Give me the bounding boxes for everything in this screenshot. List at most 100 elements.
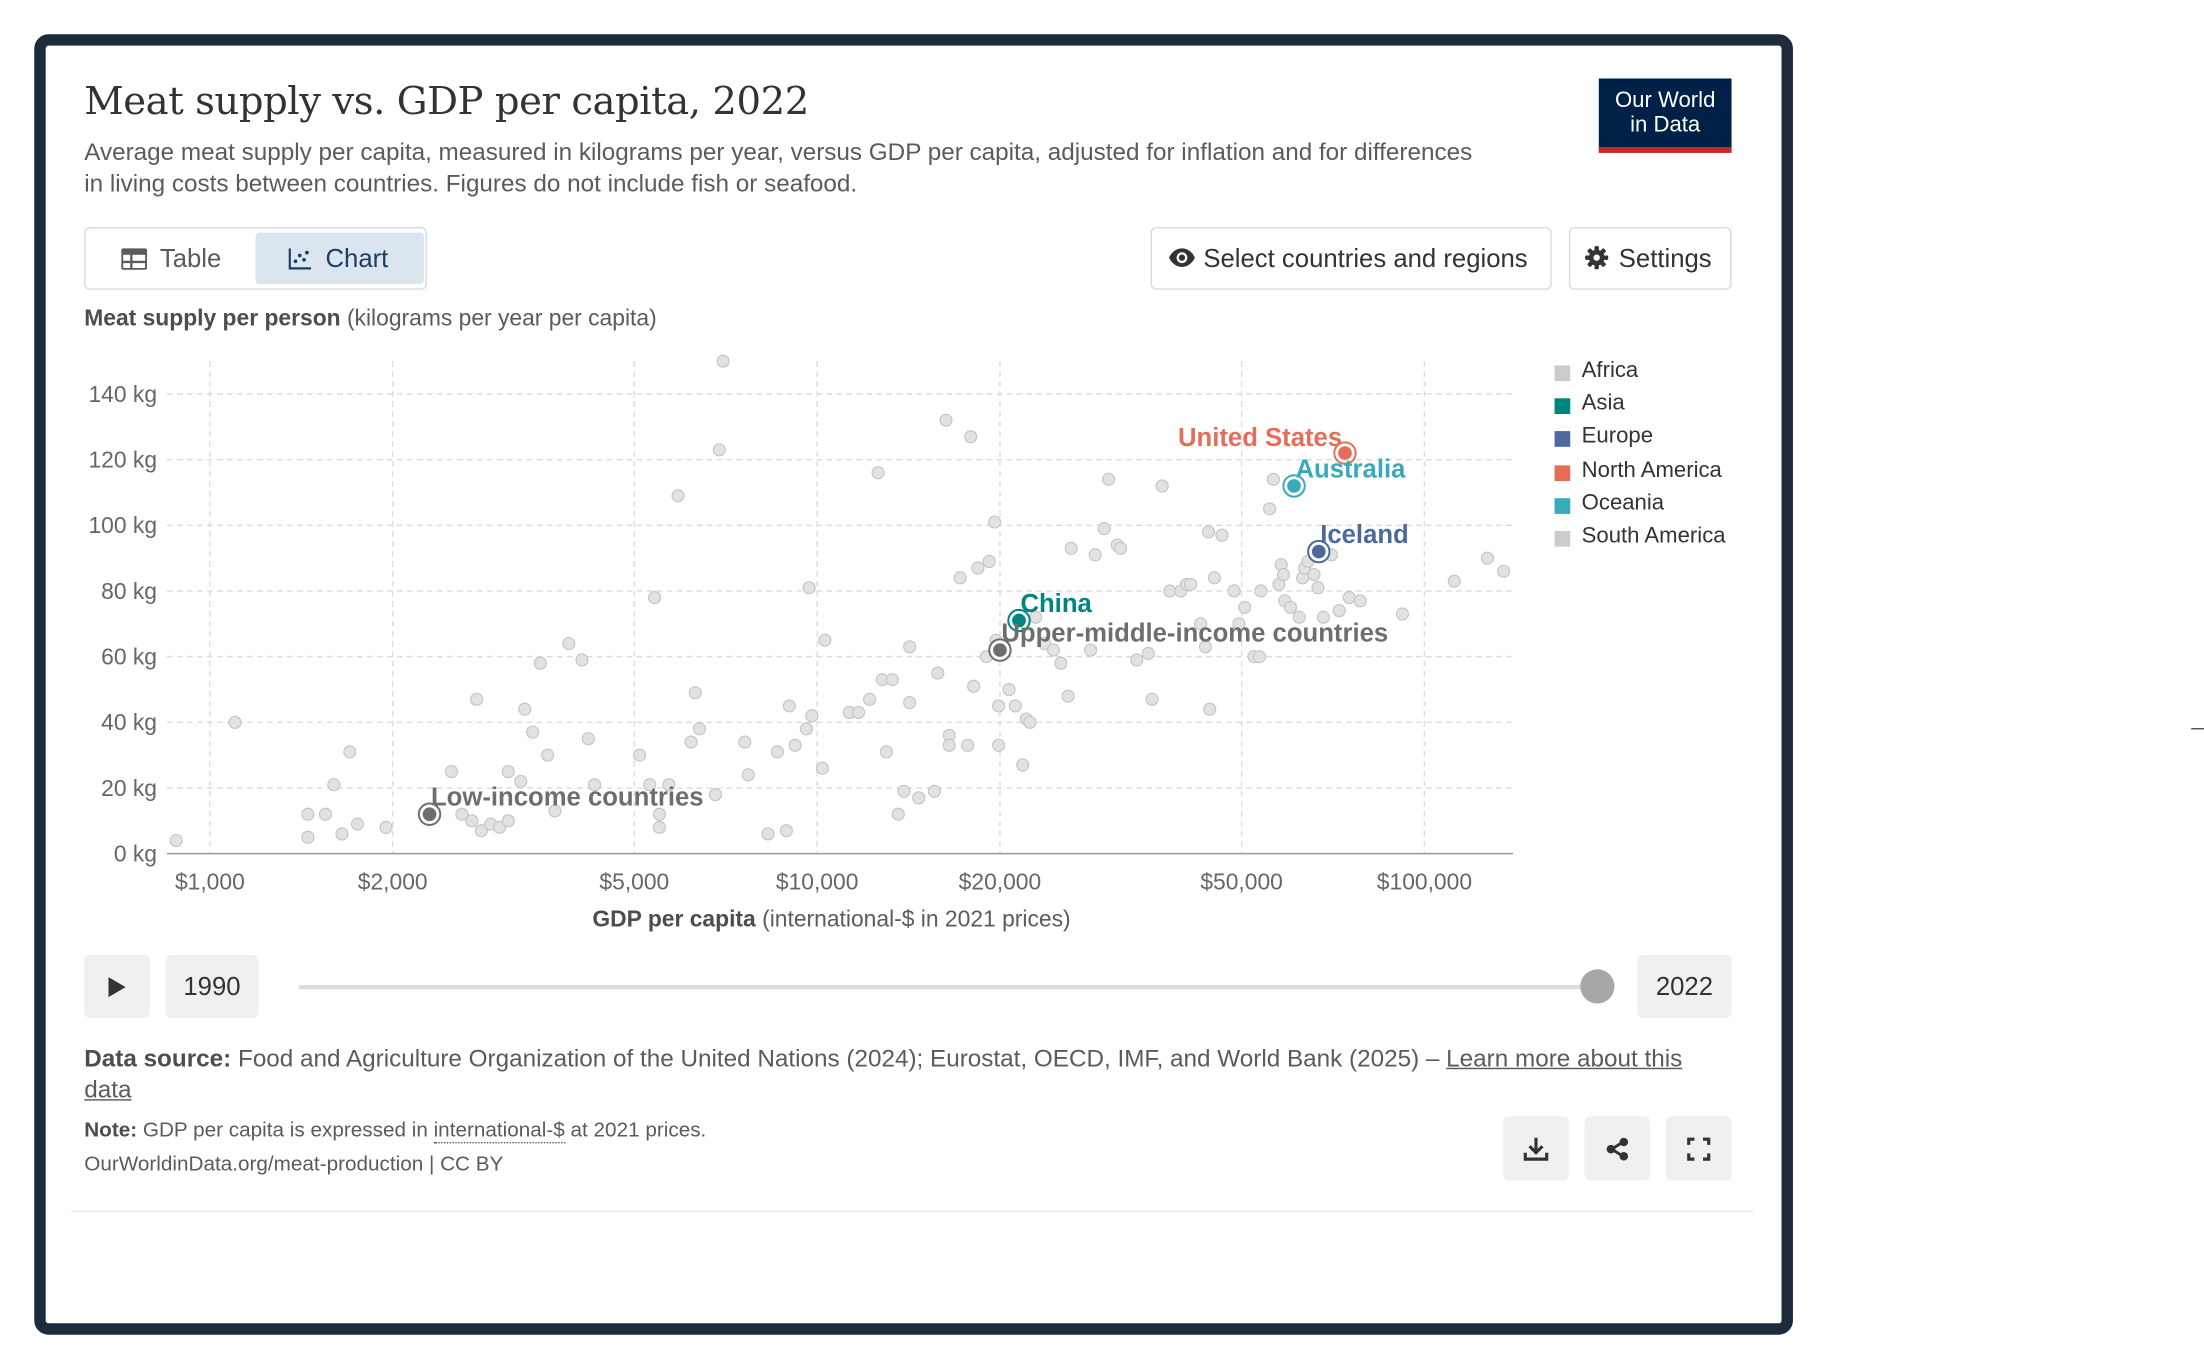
data-point[interactable] bbox=[302, 831, 314, 843]
data-point[interactable] bbox=[502, 766, 514, 778]
data-point[interactable] bbox=[229, 716, 241, 728]
timeline-end-year[interactable]: 2022 bbox=[1637, 955, 1731, 1018]
data-point[interactable] bbox=[1354, 595, 1366, 607]
data-point[interactable] bbox=[904, 641, 916, 653]
data-point[interactable] bbox=[1216, 529, 1228, 541]
data-point[interactable] bbox=[717, 355, 729, 367]
data-point[interactable] bbox=[576, 654, 588, 666]
data-point[interactable] bbox=[989, 516, 1001, 528]
data-point[interactable] bbox=[1308, 569, 1320, 581]
data-point[interactable] bbox=[892, 808, 904, 820]
data-point[interactable] bbox=[466, 815, 478, 827]
data-point[interactable] bbox=[351, 818, 363, 830]
data-point[interactable] bbox=[1146, 693, 1158, 705]
data-point[interactable] bbox=[993, 700, 1005, 712]
data-point[interactable] bbox=[653, 821, 665, 833]
play-button[interactable] bbox=[84, 955, 150, 1018]
data-point[interactable] bbox=[170, 835, 182, 847]
timeline-start-year[interactable]: 1990 bbox=[166, 955, 259, 1018]
data-point[interactable] bbox=[739, 736, 751, 748]
data-point[interactable] bbox=[649, 592, 661, 604]
data-point[interactable] bbox=[336, 828, 348, 840]
data-point[interactable] bbox=[819, 634, 831, 646]
download-button[interactable] bbox=[1503, 1116, 1569, 1180]
data-point[interactable] bbox=[1065, 542, 1077, 554]
data-point[interactable] bbox=[1017, 759, 1029, 771]
data-point[interactable] bbox=[1204, 703, 1216, 715]
data-point[interactable] bbox=[780, 825, 792, 837]
data-point[interactable] bbox=[968, 680, 980, 692]
data-point[interactable] bbox=[1024, 716, 1036, 728]
timeline-slider-track[interactable] bbox=[298, 985, 1597, 989]
data-point[interactable] bbox=[672, 490, 684, 502]
data-point[interactable] bbox=[527, 726, 539, 738]
data-point[interactable] bbox=[693, 723, 705, 735]
data-point[interactable] bbox=[965, 431, 977, 443]
data-point[interactable] bbox=[713, 444, 725, 456]
data-point[interactable] bbox=[1103, 473, 1115, 485]
fullscreen-button[interactable] bbox=[1666, 1116, 1732, 1180]
data-point[interactable] bbox=[1343, 592, 1355, 604]
data-point[interactable] bbox=[1239, 601, 1251, 613]
data-point[interactable] bbox=[344, 746, 356, 758]
data-point[interactable] bbox=[689, 687, 701, 699]
data-point[interactable] bbox=[1089, 549, 1101, 561]
data-point[interactable] bbox=[1333, 605, 1345, 617]
data-point[interactable] bbox=[1255, 585, 1267, 597]
data-point[interactable] bbox=[1164, 585, 1176, 597]
data-point[interactable] bbox=[328, 779, 340, 791]
international-dollar-link[interactable]: international-$ bbox=[434, 1119, 565, 1143]
data-point[interactable] bbox=[1115, 542, 1127, 554]
data-point[interactable] bbox=[872, 467, 884, 479]
data-point[interactable] bbox=[771, 746, 783, 758]
data-point[interactable] bbox=[1498, 565, 1510, 577]
data-point[interactable] bbox=[1481, 552, 1493, 564]
data-point[interactable] bbox=[783, 700, 795, 712]
data-point[interactable] bbox=[1267, 473, 1279, 485]
data-point[interactable] bbox=[471, 693, 483, 705]
data-point[interactable] bbox=[1448, 575, 1460, 587]
data-point[interactable] bbox=[542, 749, 554, 761]
data-point[interactable] bbox=[742, 769, 754, 781]
data-point[interactable] bbox=[972, 562, 984, 574]
data-point[interactable] bbox=[319, 808, 331, 820]
data-point[interactable] bbox=[563, 638, 575, 650]
data-point[interactable] bbox=[709, 789, 721, 801]
data-point[interactable] bbox=[800, 723, 812, 735]
data-point[interactable] bbox=[803, 582, 815, 594]
data-point[interactable] bbox=[446, 766, 458, 778]
data-point[interactable] bbox=[962, 739, 974, 751]
data-point[interactable] bbox=[898, 785, 910, 797]
data-point[interactable] bbox=[634, 749, 646, 761]
data-point[interactable] bbox=[1055, 657, 1067, 669]
data-point[interactable] bbox=[880, 746, 892, 758]
data-point[interactable] bbox=[1202, 526, 1214, 538]
data-point[interactable] bbox=[943, 739, 955, 751]
data-point[interactable] bbox=[1098, 523, 1110, 535]
data-point[interactable] bbox=[886, 674, 898, 686]
data-point[interactable] bbox=[502, 815, 514, 827]
data-point[interactable] bbox=[928, 785, 940, 797]
data-point[interactable] bbox=[983, 555, 995, 567]
data-point[interactable] bbox=[1264, 503, 1276, 515]
data-point[interactable] bbox=[1185, 578, 1197, 590]
data-point[interactable] bbox=[302, 808, 314, 820]
data-point[interactable] bbox=[940, 414, 952, 426]
data-point[interactable] bbox=[380, 821, 392, 833]
data-point[interactable] bbox=[519, 703, 531, 715]
credit-line[interactable]: OurWorldinData.org/meat-production | CC … bbox=[84, 1153, 503, 1176]
data-point[interactable] bbox=[1253, 651, 1265, 663]
data-point[interactable] bbox=[954, 572, 966, 584]
timeline-slider-handle[interactable] bbox=[1580, 969, 1614, 1003]
data-point[interactable] bbox=[932, 667, 944, 679]
data-point[interactable] bbox=[534, 657, 546, 669]
data-point[interactable] bbox=[1156, 480, 1168, 492]
data-point[interactable] bbox=[1062, 690, 1074, 702]
data-point[interactable] bbox=[1396, 608, 1408, 620]
data-point[interactable] bbox=[762, 828, 774, 840]
data-point[interactable] bbox=[1277, 569, 1289, 581]
data-point[interactable] bbox=[1228, 585, 1240, 597]
data-point[interactable] bbox=[1131, 654, 1143, 666]
data-point[interactable] bbox=[853, 706, 865, 718]
data-point[interactable] bbox=[904, 697, 916, 709]
